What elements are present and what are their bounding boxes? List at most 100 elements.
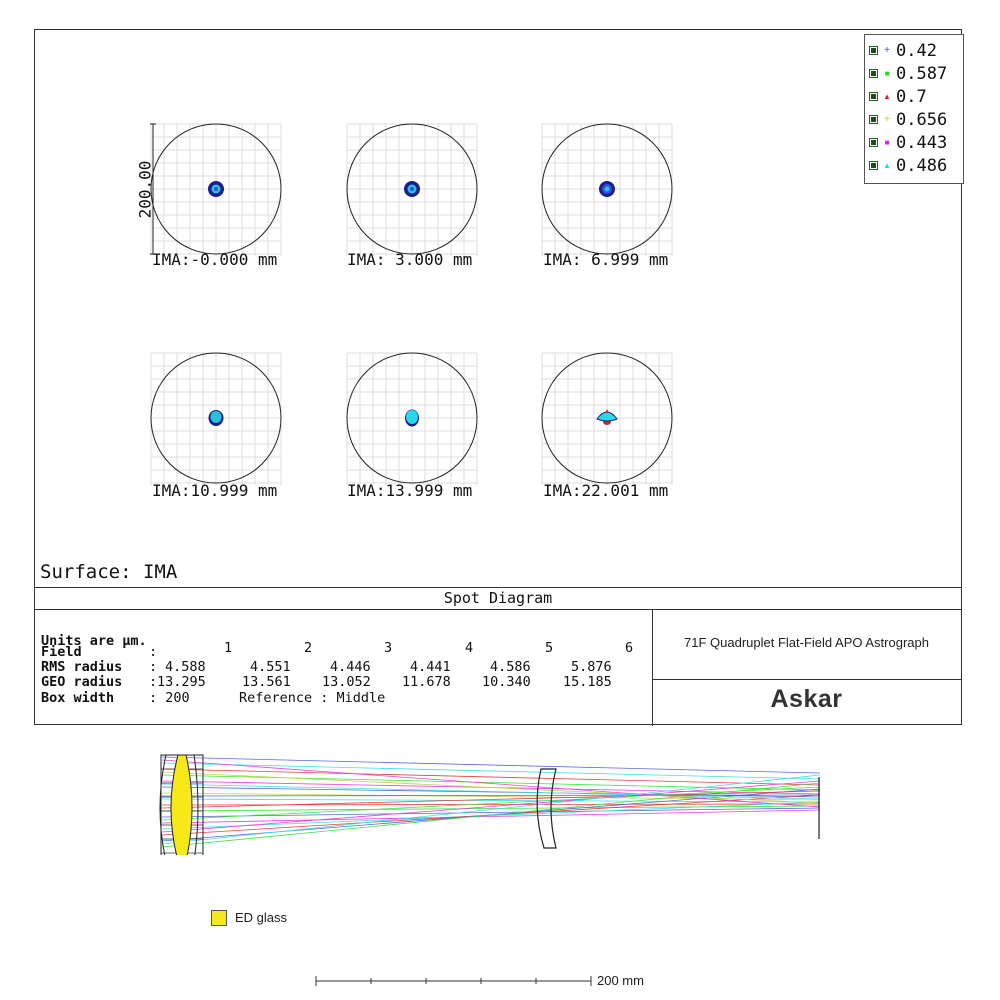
brand-logo: Askar (770, 685, 843, 713)
field-number: 6 (625, 640, 634, 656)
length-scale-bar (315, 976, 592, 986)
field-spot-5 (346, 352, 478, 485)
spot-core (410, 187, 414, 191)
legend-label: 0.587 (896, 63, 948, 84)
airy-circle (541, 352, 673, 484)
spot-inner (210, 411, 222, 423)
length-scale-label: 200 mm (597, 973, 644, 988)
geo-value: 13.052 (322, 674, 371, 690)
front-meniscus (159, 754, 167, 855)
spot-coma (596, 411, 618, 422)
airy-circle (150, 123, 282, 255)
rms-value: 4.446 (330, 659, 371, 675)
legend-item: + 0.42 (869, 39, 937, 62)
box-value: : 200 (149, 690, 190, 706)
ed-glass-element (170, 754, 193, 855)
plus-marker-icon: + (884, 113, 890, 125)
legend-item: ▲ 0.7 (869, 85, 927, 108)
units-label: Units are µm. (41, 633, 147, 649)
product-name: 71F Quadruplet Flat-Field APO Astrograph (684, 635, 929, 650)
ed-glass-label: ED glass (235, 910, 288, 925)
geo-value: 11.678 (402, 674, 451, 690)
airy-circle (150, 352, 282, 484)
field-spot-3 (541, 123, 673, 256)
square-marker-icon: ■ (884, 137, 890, 147)
rms-label: RMS radius (41, 659, 123, 675)
checkbox-icon (869, 46, 878, 55)
airy-circle (541, 123, 673, 255)
diagram-title: Spot Diagram (443, 589, 553, 607)
legend-item: ▲ 0.486 (869, 154, 947, 177)
ray-bundle (161, 756, 821, 848)
checkbox-icon (869, 69, 878, 78)
scale-bar-label: 200.00 (135, 160, 155, 219)
spot-inner (406, 410, 418, 424)
field-spot-2 (346, 123, 478, 256)
rms-value: 4.551 (250, 659, 291, 675)
airy-circle (346, 123, 478, 255)
rear-element (193, 754, 199, 855)
legend-label: 0.42 (896, 40, 937, 61)
legend-item: + 0.656 (869, 108, 947, 131)
rms-value: 5.876 (571, 659, 612, 675)
rms-sep: : (149, 659, 158, 675)
field-number: 2 (304, 640, 313, 656)
divider (652, 609, 653, 726)
spot-core (214, 187, 218, 191)
geo-value: 15.185 (563, 674, 612, 690)
divider (652, 679, 961, 680)
airy-circle (346, 352, 478, 484)
field-label-5: IMA:13.999 mm (347, 481, 473, 500)
triangle-marker-icon: ▲ (883, 160, 891, 170)
rms-value: 4.586 (490, 659, 531, 675)
rms-value: 4.588 (165, 659, 206, 675)
legend-label: 0.656 (896, 109, 948, 130)
checkbox-icon (869, 138, 878, 147)
triangle-marker-icon: ▲ (883, 91, 891, 101)
geo-value: 13.561 (242, 674, 291, 690)
ray-trace-layout (159, 754, 821, 855)
checkbox-icon (869, 161, 878, 170)
field-spot-4 (150, 352, 282, 485)
field-spot-1 (150, 123, 282, 256)
square-marker-icon: ■ (884, 68, 890, 78)
scale-bar (150, 123, 156, 255)
field-spot-6 (541, 352, 673, 485)
legend-item: ■ 0.443 (869, 131, 947, 154)
field-number: 3 (384, 640, 393, 656)
field-number: 5 (545, 640, 554, 656)
checkbox-icon (869, 92, 878, 101)
field-flattener-lens (536, 768, 557, 849)
field-label-4: IMA:10.999 mm (152, 481, 278, 500)
field-grid (541, 123, 673, 256)
field-number: 1 (224, 640, 233, 656)
ed-glass-swatch (211, 910, 227, 926)
field-label-3: IMA: 6.999 mm (543, 250, 669, 269)
geo-label: GEO radius (41, 674, 123, 690)
wavelength-legend: + 0.42 ■ 0.587 ▲ 0.7 + 0.656 ■ 0.443 ▲ 0… (864, 34, 964, 184)
divider (35, 609, 961, 610)
legend-label: 0.443 (896, 132, 948, 153)
spot-core (604, 186, 610, 192)
field-label-2: IMA: 3.000 mm (347, 250, 473, 269)
geo-sep: : (149, 674, 158, 690)
field-number: 4 (465, 640, 474, 656)
field-label: Field (41, 644, 82, 660)
spot-tip (605, 409, 609, 413)
field-sep: : (149, 644, 158, 660)
spot-diagram-frame: 200.00 IMA:-0.000 mm IMA: 3.000 mm IMA: … (34, 29, 964, 726)
legend-label: 0.486 (896, 155, 948, 176)
box-label: Box width (41, 690, 115, 706)
field-label-1: IMA:-0.000 mm (152, 250, 278, 269)
divider (35, 587, 961, 588)
rms-value: 4.441 (410, 659, 451, 675)
field-label-6: IMA:22.001 mm (543, 481, 669, 500)
checkbox-icon (869, 115, 878, 124)
reference-label: Reference : Middle (239, 690, 386, 706)
legend-item: ■ 0.587 (869, 62, 947, 85)
geo-value: 10.340 (482, 674, 531, 690)
field-grid (150, 123, 282, 256)
geo-value: 13.295 (157, 674, 206, 690)
plus-marker-icon: + (884, 44, 890, 56)
legend-label: 0.7 (896, 86, 927, 107)
